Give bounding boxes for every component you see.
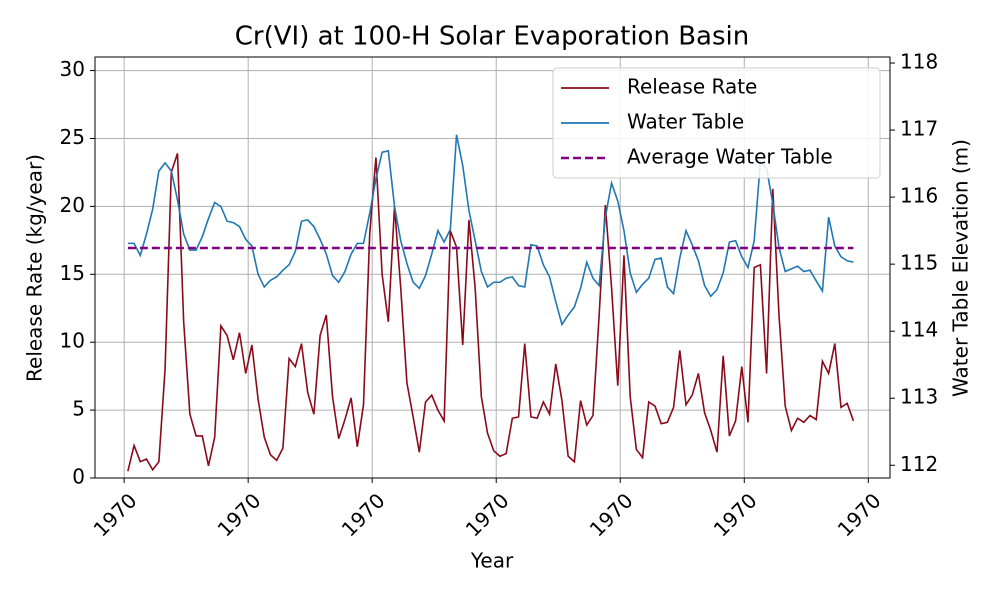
plot-frame bbox=[94, 56, 891, 479]
y-tick-label: 25 bbox=[60, 125, 85, 149]
y2-tick-label: 114 bbox=[900, 318, 938, 342]
data-line bbox=[127, 153, 855, 472]
legend-box bbox=[552, 67, 881, 179]
legend-label: Water Table bbox=[627, 110, 744, 134]
legend-label: Average Water Table bbox=[627, 145, 833, 169]
y-axis-label: Release Rate (kg/year) bbox=[23, 154, 47, 382]
y2-tick-label: 116 bbox=[900, 184, 938, 208]
chart-title: Cr(VI) at 100-H Solar Evaporation Basin bbox=[235, 22, 749, 52]
y-tick-label: 30 bbox=[60, 57, 85, 81]
y-tick-label: 5 bbox=[72, 397, 85, 421]
x-axis-label: Year bbox=[470, 549, 514, 573]
y-tick-label: 10 bbox=[60, 329, 85, 353]
y-tick-label: 0 bbox=[72, 465, 85, 489]
y-tick-label: 20 bbox=[60, 193, 85, 217]
y2-tick-label: 117 bbox=[900, 117, 938, 141]
y2-tick-label: 112 bbox=[900, 452, 938, 476]
y2-tick-label: 115 bbox=[900, 251, 938, 275]
y2-axis-label: Water Table Elevation (m) bbox=[949, 139, 973, 397]
legend-label: Release Rate bbox=[627, 75, 757, 99]
y2-tick-label: 113 bbox=[900, 385, 938, 409]
y-tick-label: 15 bbox=[60, 261, 85, 285]
data-line bbox=[127, 134, 854, 327]
y2-tick-label: 118 bbox=[900, 50, 938, 74]
